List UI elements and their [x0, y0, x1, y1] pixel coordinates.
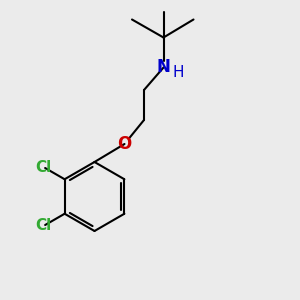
Text: O: O: [117, 135, 132, 153]
Text: Cl: Cl: [35, 218, 52, 233]
Text: Cl: Cl: [35, 160, 52, 175]
Text: N: N: [157, 58, 170, 76]
Text: H: H: [172, 65, 184, 80]
